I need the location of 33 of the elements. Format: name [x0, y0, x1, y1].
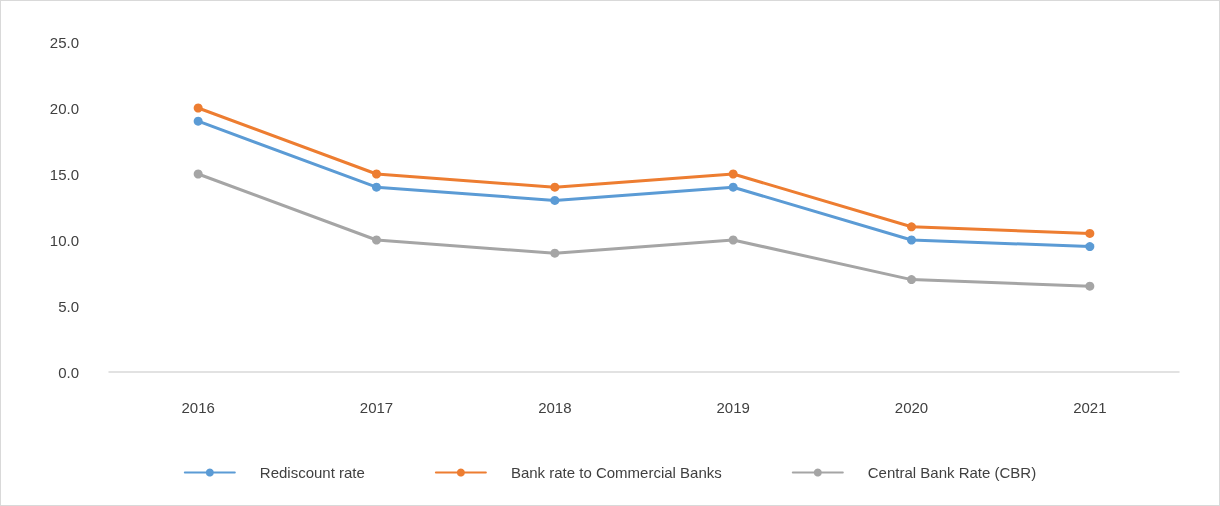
y-tick-label: 0.0 — [58, 363, 79, 381]
point — [1085, 281, 1095, 291]
point — [728, 182, 738, 192]
x-tick-label: 2017 — [359, 399, 394, 416]
x-tick-label: 2021 — [1073, 399, 1107, 416]
point — [372, 182, 381, 192]
y-tick-label: 10.0 — [49, 231, 79, 249]
point — [193, 116, 203, 126]
x-tick-label: 2019 — [716, 399, 750, 416]
point — [372, 169, 381, 179]
y-tick-label: 15.0 — [49, 165, 79, 183]
point — [193, 169, 203, 179]
point — [907, 275, 916, 285]
point — [372, 235, 381, 245]
point — [193, 103, 203, 113]
point — [907, 222, 916, 232]
point — [550, 195, 560, 205]
y-tick-label: 5.0 — [58, 297, 79, 315]
legend-label: Bank rate to Commercial Banks — [510, 464, 722, 481]
point — [1085, 242, 1095, 252]
y-tick-label: 20.0 — [49, 99, 79, 117]
point — [550, 182, 560, 192]
x-tick-label: 2020 — [894, 399, 929, 416]
y-tick-label: 25.0 — [49, 33, 79, 51]
legend-label: Rediscount rate — [259, 464, 365, 481]
point — [728, 235, 738, 245]
point — [550, 248, 560, 258]
point — [1085, 228, 1095, 238]
x-tick-label: 2018 — [538, 399, 572, 416]
point — [728, 169, 738, 179]
point — [907, 235, 916, 245]
legend-label: Central Bank Rate (CBR) — [867, 464, 1037, 481]
x-tick-label: 2016 — [181, 399, 215, 416]
